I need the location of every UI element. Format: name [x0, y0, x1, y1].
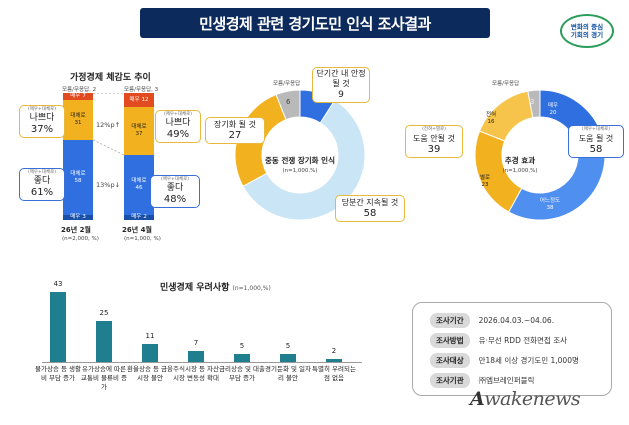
bar2-good-callout: (매우+대체로) 좋다 48%: [150, 175, 200, 208]
budget-dk-slice: [527, 89, 541, 119]
info-row-method: 조사방법 유·무선 RDD 전화면접 조사: [430, 333, 567, 348]
budget-donut-n: (n=1,000,%): [502, 168, 538, 174]
bar1-good-callout: (매우+대체로) 좋다 61%: [19, 168, 65, 201]
budget-somewhat-seg-label: 어느정도 38: [539, 198, 561, 211]
page-title: 민생경제 관련 경기도민 인식 조사결과: [140, 8, 490, 38]
bar-connectors: [93, 93, 124, 156]
war-continue-callout: 당분간 지속될 것 58: [335, 195, 405, 222]
budget-never-seg-label: 전혀 16: [485, 112, 497, 125]
info-row-agency: 조사기관 ㈜엠브레인퍼블릭: [430, 373, 534, 388]
concerns-chart-title: 민생경제 우려사항 (n=1,000,%): [160, 283, 271, 293]
bar2-very-good-segment: 매우 2: [124, 214, 154, 220]
war-dk-slice: [275, 89, 301, 121]
bar2-bad-segment: 대체로 37: [124, 107, 154, 155]
concern-bar: [326, 358, 342, 362]
concern-category-label: 주식시장 등 자산시장 변동성 확대: [173, 365, 219, 382]
bar1-bad-segment: 대체로 31: [63, 100, 93, 140]
watermark-letter-a-icon: A: [470, 388, 485, 410]
concern-category-label: 경기둔화 및 일자리 불안: [265, 365, 311, 382]
bar2-good-segment: 대체로 46: [124, 155, 154, 215]
war-continue-slice: [242, 99, 366, 221]
war-donut-n: (n=1,000,%): [282, 168, 318, 174]
bar1-very-bad-segment: 매우 7: [63, 93, 93, 100]
gyeonggi-logo: 변화의 중심 기회의 경기: [560, 14, 614, 48]
bar1-category-label: 26년 2월: [61, 226, 91, 234]
budget-very-seg-label: 매우 20: [547, 103, 559, 116]
bad-diff-label: 12%p↑: [96, 121, 121, 129]
concern-category-label: 금리상승 및 대출부담 증가: [219, 365, 265, 382]
good-diff-label: 13%p↓: [96, 181, 121, 189]
concern-bar-value: 25: [99, 309, 109, 318]
concern-bar: [280, 353, 296, 362]
watermark-logo: Awakenews: [470, 388, 581, 410]
concern-bar-value: 7: [193, 338, 199, 347]
concern-bar: [142, 344, 158, 362]
budget-rarely-seg-label: 별로 23: [479, 175, 491, 188]
concern-bar-value: 43: [53, 280, 63, 288]
bar2-very-bad-segment: 매우 12: [124, 93, 154, 107]
bar2-n-label: (n=1,000, %): [124, 236, 161, 242]
bar1-bad-callout: (매우+대체로) 나쁘다 37%: [19, 105, 65, 138]
concern-bar-value: 2: [331, 346, 337, 355]
info-row-period: 조사기간 2026.04.03.~04.06.: [430, 313, 554, 328]
budget-donut-title: 추경 효과: [504, 156, 536, 165]
household-chart-title: 가정경제 체감도 추이: [70, 73, 151, 83]
survey-info-box: [412, 302, 612, 396]
war-short-term-callout: 단기간 내 안정될 것 9: [312, 67, 370, 103]
concern-category-label: 환율상승 등 금융시장 불안: [127, 365, 173, 382]
concern-bar: [188, 350, 204, 362]
bar2-bad-callout: (매우+대체로) 나쁘다 49%: [155, 110, 201, 143]
concern-bar-value: 5: [239, 341, 245, 350]
budget-help-callout: (매우+대체로) 도움 될 것 58: [568, 125, 624, 158]
budget-dk-value: 3: [530, 98, 535, 106]
logo-line1: 변화의 중심: [570, 23, 604, 31]
concern-bar: [96, 321, 112, 362]
war-dk-label: 모름/무응답: [273, 81, 301, 87]
concern-category-label: 특별히 우려되는 점 없음: [312, 365, 356, 382]
concerns-axis: [42, 362, 362, 363]
info-row-target: 조사대상 만18세 이상 경기도민 1,000명: [430, 353, 579, 368]
concern-category-label: 유가상승에 따른 교통비 물류비 증가: [81, 365, 127, 391]
concern-bar: [50, 292, 66, 362]
bar1-n-label: (n=2,000, %): [62, 236, 99, 242]
bar1-dk-label: 모름/무응답, 2: [62, 87, 97, 93]
concern-bar-value: 11: [145, 332, 155, 341]
bar2-category-label: 26년 4월: [122, 226, 152, 234]
bar1-very-good-segment: 매우 3: [63, 214, 93, 220]
logo-line2: 기회의 경기: [570, 31, 604, 39]
war-donut-title: 중동 전쟁 장기화 인식: [265, 156, 335, 165]
concern-bar: [234, 353, 250, 362]
bar2-dk-label: 모름/무응답, 3: [124, 87, 159, 93]
bar1-good-segment: 대체로 58: [63, 140, 93, 215]
war-dk-value: 6: [286, 98, 291, 106]
concern-category-label: 물가상승 등 생활비 부담 증가: [35, 365, 81, 382]
war-long-term-callout: 장기화 될 것 27: [205, 117, 265, 144]
concern-bar-value: 5: [285, 341, 291, 350]
budget-dk-label: 모름/무응답: [492, 81, 520, 87]
budget-not-help-callout: (전혀+별로) 도움 안될 것 39: [405, 125, 463, 158]
